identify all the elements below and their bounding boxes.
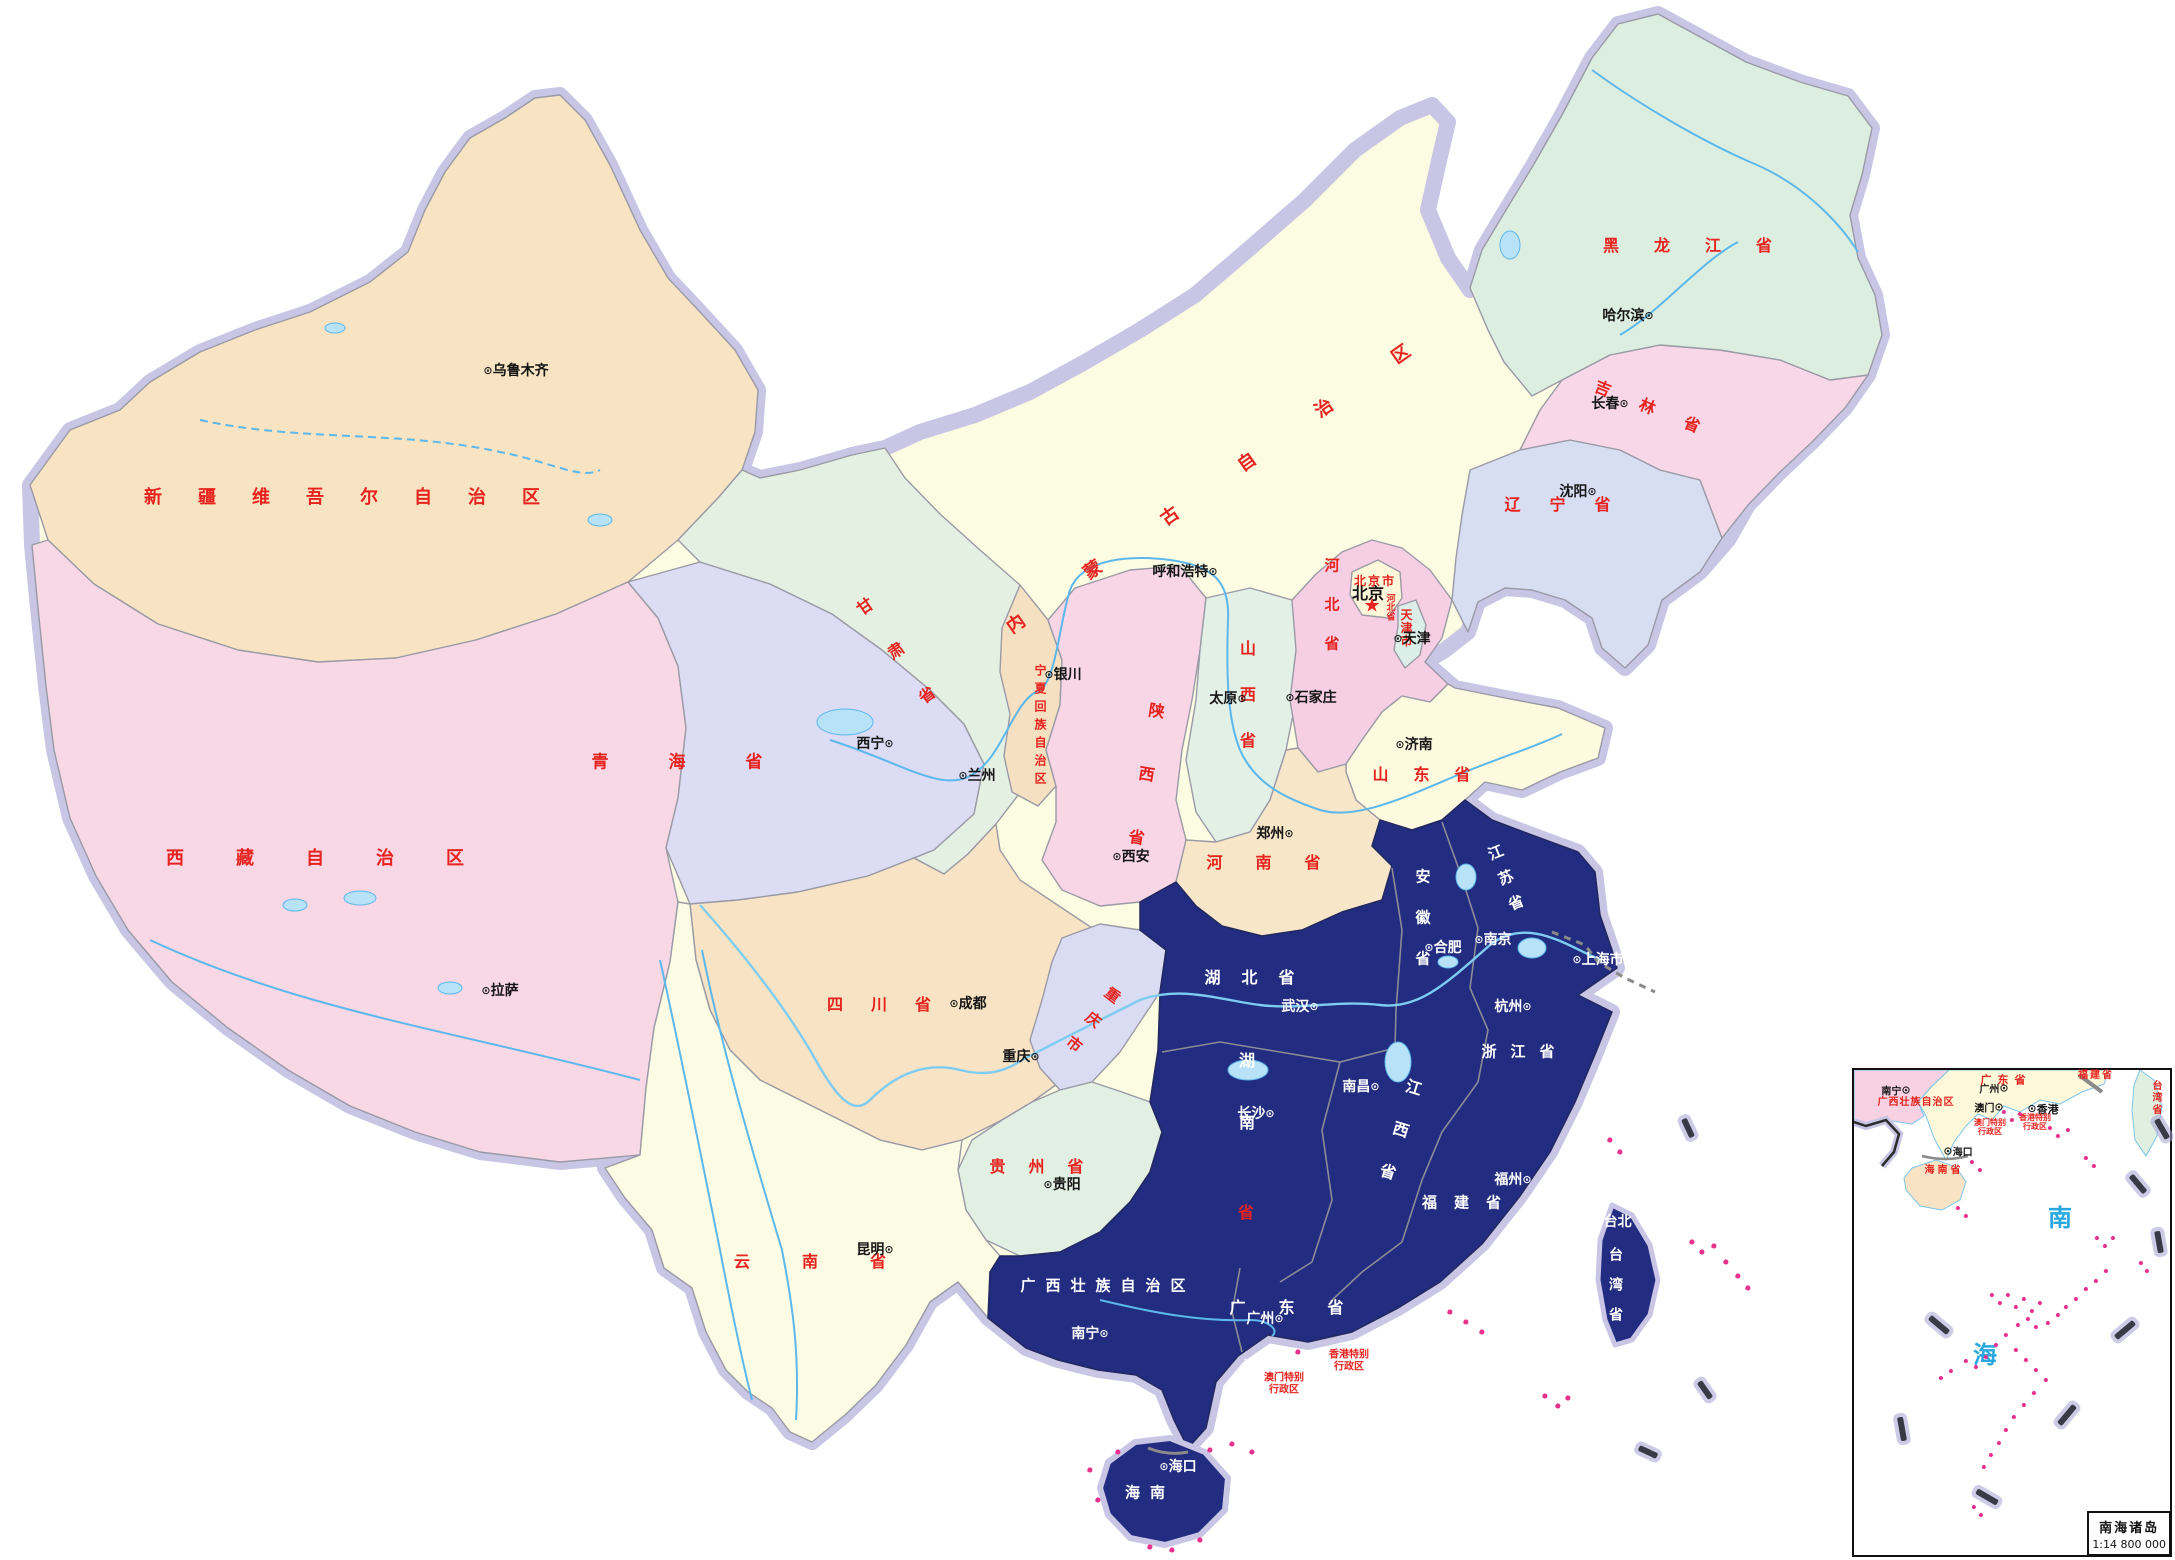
inset-region-taiwan [2131,1070,2163,1157]
nen-river [1619,241,1739,336]
inset-legend-box: 南海诸岛 1:14 800 000 [2087,1511,2171,1556]
inset-map-canvas [1854,1070,2163,1211]
dongting-lake [1227,1059,1269,1081]
namtso-lake [343,890,377,906]
yangtze-river [699,904,1603,1108]
lancang-river [659,959,753,1401]
region-shaanxi [1041,565,1207,907]
rivers [149,69,1859,1421]
region-hainan-navy [1097,1435,1231,1548]
qiongzhou-strait-line [1147,1446,1189,1455]
qinghai-lake [816,708,874,736]
hongze-lake [1455,863,1477,891]
yellow-river [829,557,1563,814]
province-regions [29,13,1883,1443]
inset-legend-scale: 1:14 800 000 [2092,1538,2166,1551]
inset-region-guangdong [1917,1070,2110,1162]
region-heilongjiang [1469,13,1883,397]
region-beijing [1349,559,1403,619]
region-tianjin [1393,599,1427,669]
nu-river [701,949,799,1421]
poyang-lake [1384,1041,1412,1083]
south-china-sea-inset: 广东省 广西壮族自治区 海南省 福建省 台湾省南海南宁⊙ 广州⊙ 澳门⊙ ⊙香港 ⊙海口 澳门特别… [1852,1068,2172,1557]
highlighted-southeast-region [987,799,1661,1548]
tibet-lake-3 [437,981,463,995]
chaohu-lake [1437,955,1459,969]
maritime-dashed-line [1551,930,1656,994]
siling-lake [282,898,308,912]
region-taiwan-navy [1595,1202,1661,1348]
pearl-river [1099,1299,1276,1337]
yarlung-river [149,939,641,1081]
lakes [282,230,1547,1083]
inset-region-hainan [1903,1159,1967,1211]
bosten-lake [587,513,613,527]
inset-boundary-line [2077,1073,2104,1094]
xinjiang-lake [324,322,346,334]
navy-internal-borders [1161,821,1489,1353]
hulun-lake [1499,230,1521,260]
songhua-river [1591,69,1859,253]
inset-vietnam-border [1854,1118,1901,1167]
inset-strait-line [1921,1154,1969,1161]
taihu-lake [1517,937,1547,959]
inset-legend-title: 南海诸岛 [2099,1521,2160,1536]
region-southeast-navy [987,799,1618,1449]
